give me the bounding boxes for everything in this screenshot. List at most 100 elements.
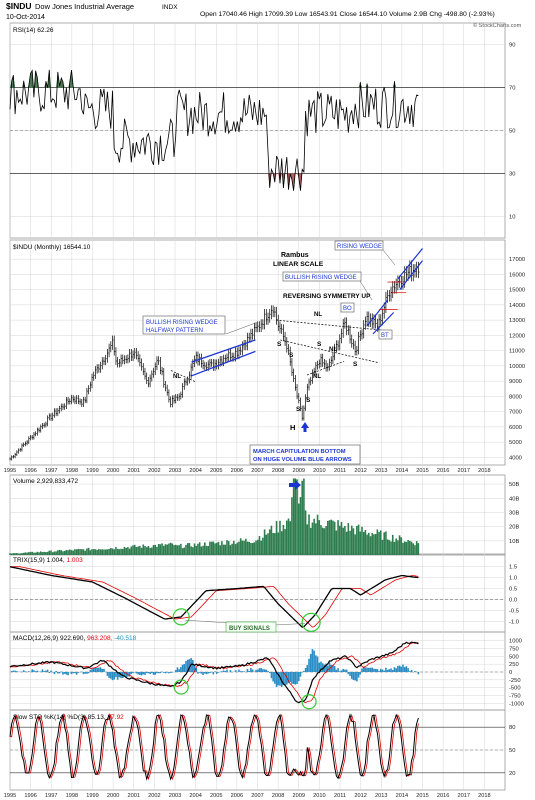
bull-wedge-upper [366,299,388,327]
volume-bar [79,549,81,555]
macd-histogram-bar [12,670,15,672]
volume-bar [209,541,211,555]
macd-histogram-bar [94,667,97,672]
macd-histogram-bar [144,672,146,675]
quote-date: 10-Oct-2014 [6,14,45,21]
volume-bar [154,544,157,555]
volume-tick-label: 40B [509,496,519,502]
macd-histogram-bar [185,660,187,672]
macd-histogram-bar [352,672,355,681]
volume-bar [410,541,413,555]
volume-bar [405,541,408,555]
rising-wedge-upper [397,248,423,280]
volume-bar [171,543,174,555]
price-tick-label: 12000 [509,333,525,339]
volume-bar [58,549,61,555]
trix-series [9,566,505,632]
macd-histogram-bar [96,667,98,672]
rsi-series [9,69,505,191]
volume-bar [214,543,216,555]
macd-histogram-bar [279,672,281,686]
volume-bar [255,540,257,555]
year-tick-label: 2009 [293,793,305,799]
volume-bar [369,536,372,555]
volume-bar [289,521,292,555]
volume-bar [140,547,143,555]
year-tick-label: 1998 [66,468,78,474]
volume-bar [287,518,290,555]
volume-bar [265,534,268,555]
volume-bar [123,546,126,555]
macd-histogram-bar [268,672,271,673]
macd-histogram-bar [357,672,360,678]
buy-signal-circle [172,608,190,626]
capitulation-box [249,444,361,465]
volume-bar [308,514,310,555]
volume-bar [132,545,134,555]
macd-histogram-bar [292,672,295,684]
volume-bar [279,520,281,555]
volume-bar [145,547,148,555]
macd-histogram-bar [86,672,88,674]
year-tick-label: 2003 [169,468,181,474]
volume-bar [318,520,321,555]
macd-histogram-bar [299,672,302,677]
macd-histogram-bar [373,668,375,672]
halfway-wedge-label-1: BULLISH RISING WEDGE [146,320,218,326]
volume-bar [180,543,182,555]
blue-up-arrow-icon [301,422,309,432]
volume-bar [342,527,344,555]
volume-bar [364,529,367,555]
macd-histogram-bar [24,671,27,672]
macd-histogram-bar [116,672,119,680]
macd-histogram-bar [110,672,112,679]
macd-histogram-bar [224,671,227,672]
volume-bar [239,538,242,555]
macd-histogram-bar [62,672,64,675]
volume-bar [16,553,18,555]
macd-histogram-bar [33,670,35,672]
volume-bar [374,534,377,555]
macd-histogram-bar [243,671,245,672]
volume-bars [9,478,420,555]
volume-bar [354,534,356,555]
volume-bar [282,525,285,555]
rsi-tick-label: 70 [509,86,515,92]
macd-histogram-bar [313,650,315,672]
sto-d-line [10,713,419,781]
year-tick-label: 2011 [334,468,346,474]
macd-histogram-bar [402,664,404,672]
volume-bar [197,543,199,555]
macd-histogram-bar [366,667,368,672]
macd-histogram-bar [82,672,85,675]
volume-bar [101,549,104,555]
macd-histogram-bar [118,672,121,678]
volume-bar [96,549,98,555]
volume-bar [267,533,269,555]
year-tick-label: 2015 [416,793,428,799]
volume-bar [135,547,138,555]
volume-bar [398,535,401,555]
volume-bar [159,544,162,555]
macd-histogram-bar [255,669,257,672]
index-name: Dow Jones Industrial Average [35,2,134,11]
macd-histogram-bar [222,670,225,672]
volume-label: Volume 2,929,833,472 [13,478,78,485]
volume-bar [222,544,225,555]
volume-bar [137,546,139,555]
volume-bar [92,549,95,555]
macd-histogram-bar [159,672,162,674]
volume-bar [325,526,327,555]
volume-bar [368,532,370,555]
year-tick-label: 2018 [478,793,490,799]
macd-histogram-bar [417,672,420,675]
volume-bar [330,519,333,555]
year-tick-label: 2007 [251,793,263,799]
volume-bar [231,543,233,555]
price-tick-label: 14000 [509,303,525,309]
macd-histogram-bar [356,672,358,682]
macd-histogram-bar [57,672,59,674]
volume-bar [328,520,331,555]
volume-bar [198,542,201,555]
macd-histogram-bar [400,666,403,672]
